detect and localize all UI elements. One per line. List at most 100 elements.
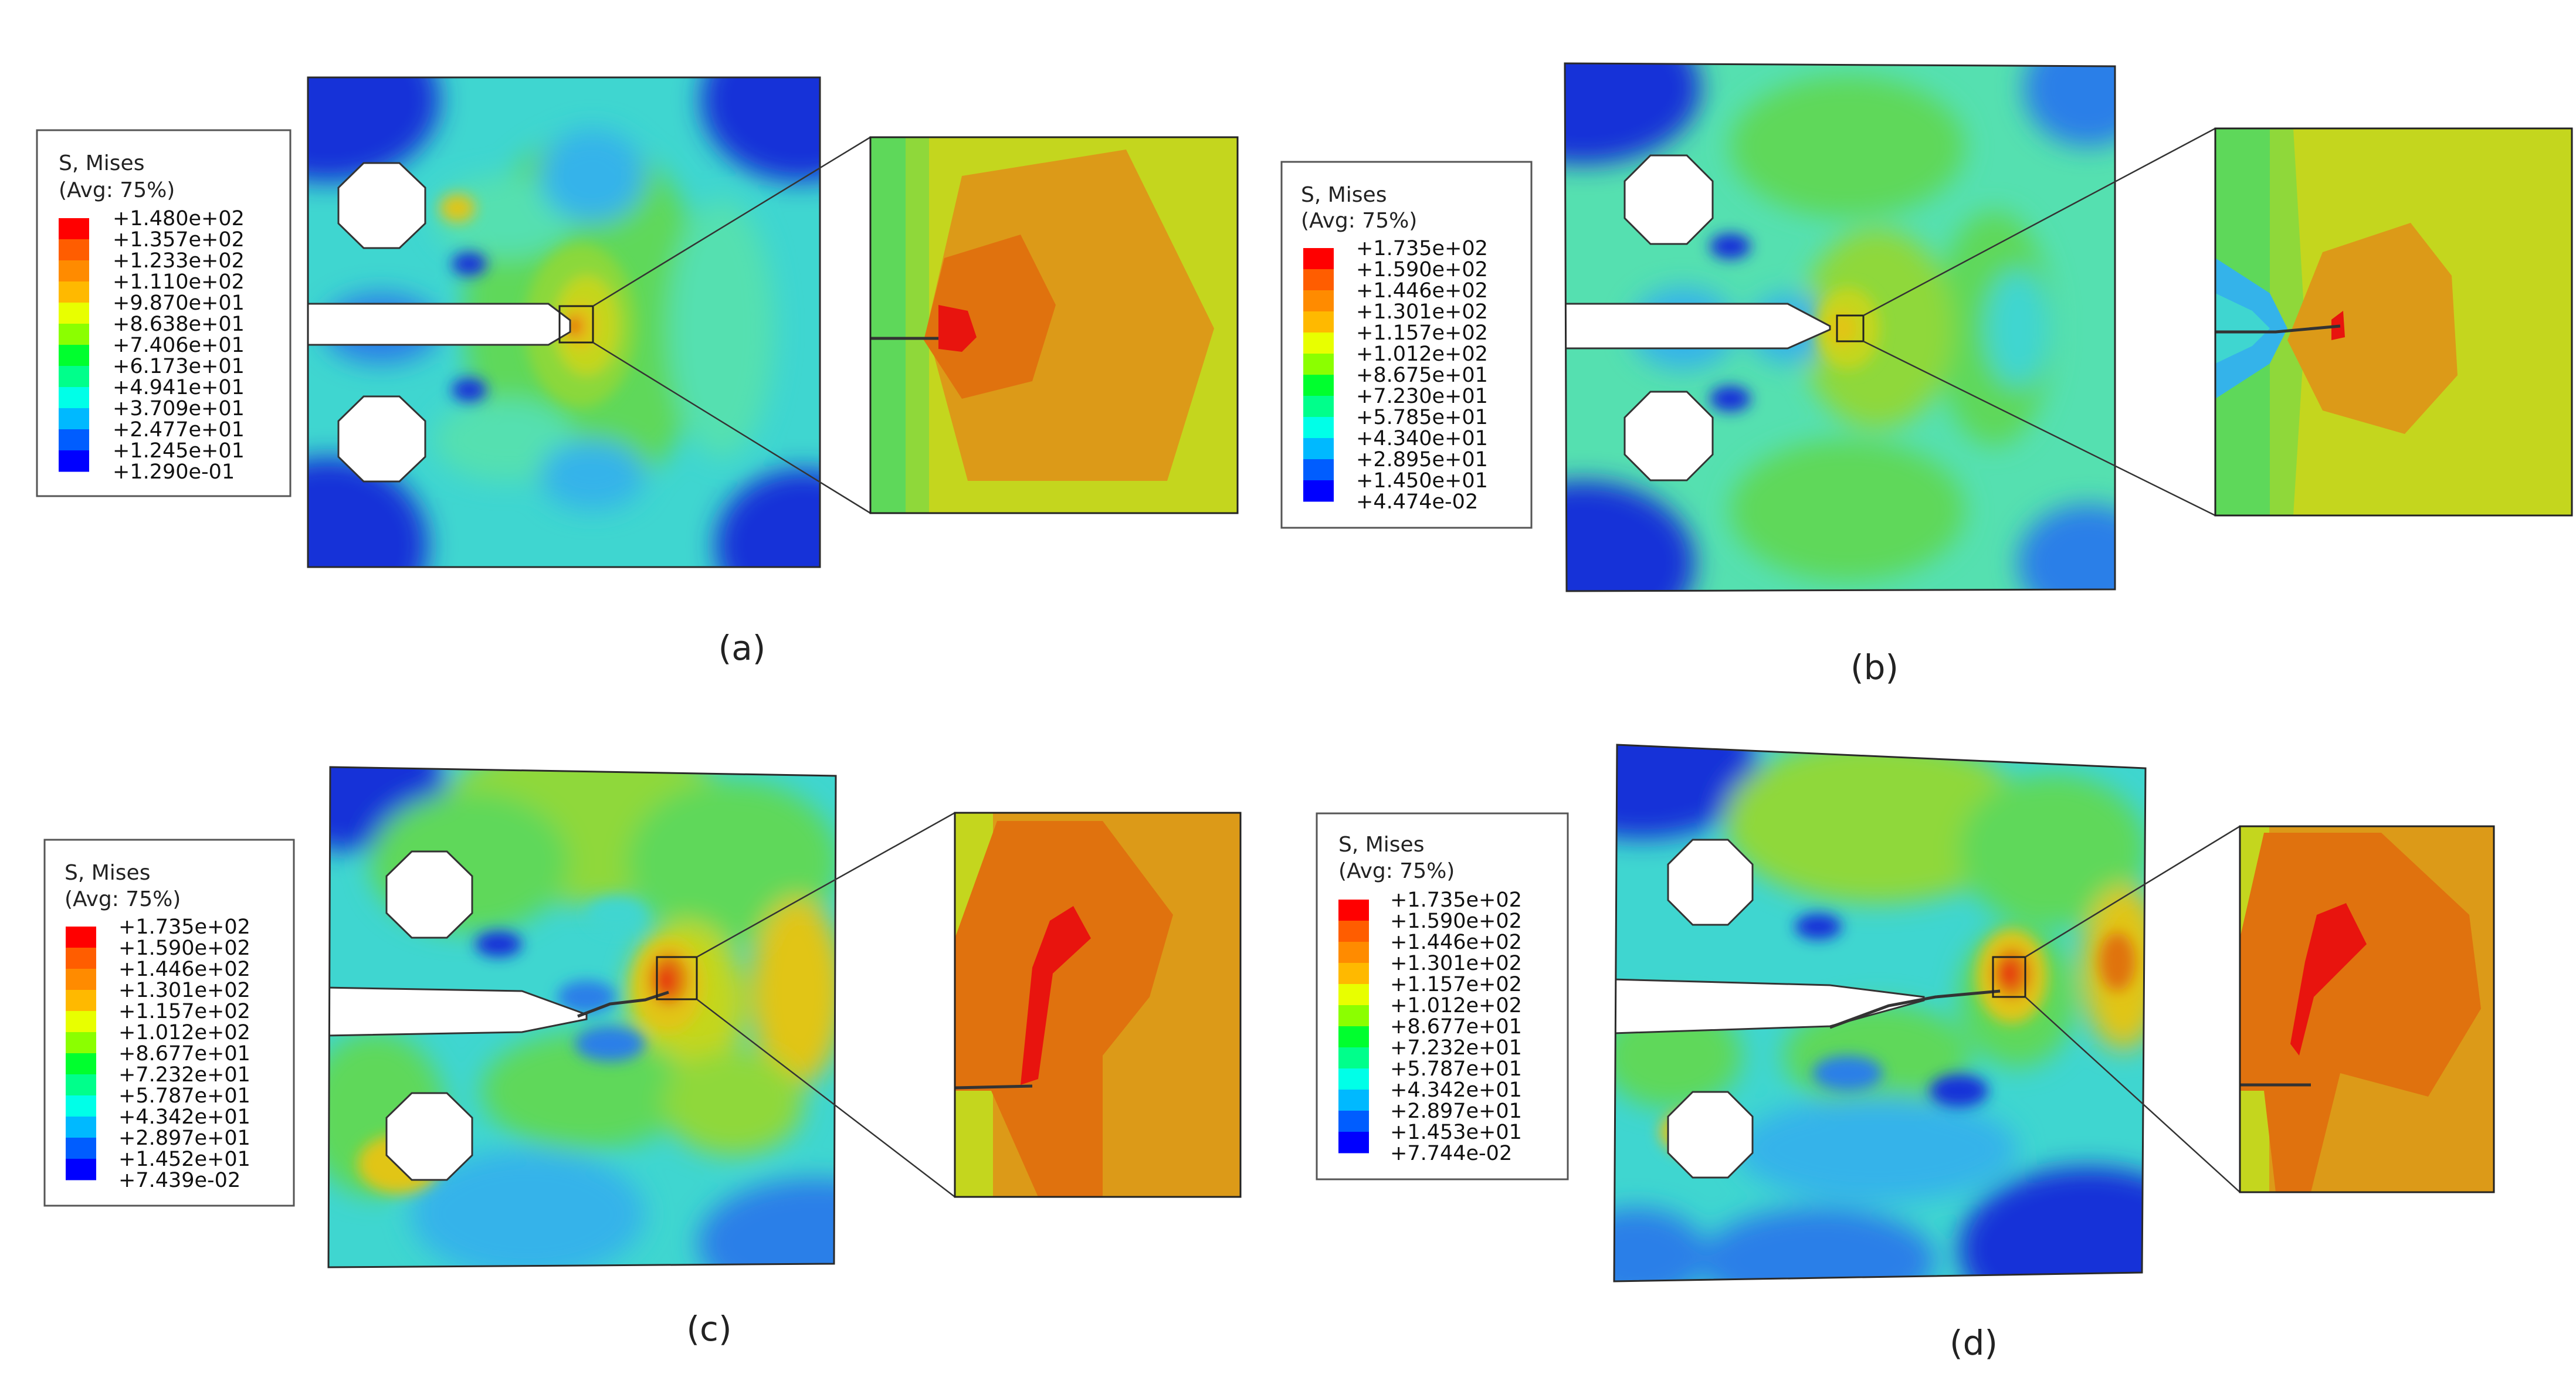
- color-swatch: [59, 366, 89, 388]
- zoom-frame: [2214, 127, 2573, 517]
- panel-c: S, Mises (Avg: 75%) +1.735e+02+1.590e+02…: [43, 766, 1242, 1349]
- legend-value: +7.744e-02: [1390, 1142, 1512, 1165]
- color-swatch: [66, 990, 96, 1012]
- color-swatch: [1338, 1047, 1369, 1069]
- hole-bottom: [337, 395, 426, 483]
- legend-value: +5.785e+01: [1356, 406, 1488, 429]
- caption-d: (d): [1950, 1323, 1998, 1363]
- notch: [1565, 303, 1831, 350]
- color-swatch: [1303, 459, 1334, 481]
- leader-line: [592, 136, 871, 307]
- hole-top: [385, 850, 473, 939]
- leader-line: [2025, 996, 2241, 1193]
- color-swatch: [1338, 1005, 1369, 1027]
- legend-value: +8.638e+01: [113, 313, 245, 336]
- legend-value: +1.590e+02: [1356, 258, 1488, 281]
- legend-a: S, Mises (Avg: 75%) +1.480e+02+1.357e+02…: [36, 129, 292, 497]
- leader-line: [1863, 340, 2216, 517]
- legend-subtitle: (Avg: 75%): [65, 887, 181, 911]
- color-swatch: [59, 303, 89, 324]
- hole-bottom: [385, 1092, 473, 1181]
- hole-top: [337, 162, 426, 249]
- legend-value: +7.439e-02: [118, 1169, 240, 1192]
- caption-b: (b): [1850, 647, 1899, 687]
- legend-value: +9.870e+01: [113, 291, 245, 315]
- zoom-frame: [869, 136, 1239, 514]
- legend-value: +1.012e+02: [1390, 994, 1522, 1017]
- zoom-view-a: [870, 137, 1238, 513]
- legend-c: S, Mises (Avg: 75%) +1.735e+02+1.590e+02…: [43, 839, 295, 1207]
- legend-value: +5.787e+01: [118, 1084, 250, 1108]
- panel-d: S, Mises (Avg: 75%) +1.735e+02+1.590e+02…: [1316, 744, 2495, 1363]
- color-swatch: [1338, 900, 1369, 921]
- leader-line: [696, 812, 955, 958]
- legend-value: +1.452e+01: [118, 1148, 250, 1171]
- legend-value: +4.941e+01: [113, 376, 245, 399]
- zoom-frame: [954, 812, 1242, 1198]
- color-swatch: [59, 239, 89, 261]
- color-swatch: [66, 969, 96, 990]
- specimen-a: [308, 77, 820, 567]
- zoom-view-d: [2240, 826, 2494, 1192]
- legend-value: +1.157e+02: [118, 1000, 250, 1023]
- crack: [2215, 324, 2341, 334]
- specimen-outline: [1564, 62, 2116, 592]
- specimen-outline: [327, 766, 837, 1268]
- color-swatch: [1338, 1111, 1369, 1132]
- legend-subtitle: (Avg: 75%): [1338, 859, 1455, 883]
- color-swatch: [59, 218, 89, 240]
- legend-subtitle: (Avg: 75%): [1301, 209, 1417, 233]
- color-scale: +1.480e+02+1.357e+02+1.233e+02+1.110e+02…: [59, 207, 245, 484]
- color-swatch: [66, 1074, 96, 1096]
- legend-value: +1.590e+02: [118, 937, 250, 960]
- zoom-frame: [2239, 825, 2495, 1193]
- legend-value: +8.675e+01: [1356, 364, 1488, 387]
- notch: [308, 303, 571, 346]
- color-scale: +1.735e+02+1.590e+02+1.446e+02+1.301e+02…: [1338, 888, 1522, 1165]
- legend-value: +1.012e+02: [118, 1021, 250, 1044]
- legend-b: S, Mises (Avg: 75%) +1.735e+02+1.590e+02…: [1280, 161, 1533, 529]
- zoom-view-c: [955, 813, 1240, 1197]
- color-swatch: [59, 281, 89, 303]
- legend-value: +7.230e+01: [1356, 385, 1488, 408]
- hole-bottom: [1667, 1091, 1754, 1179]
- legend-value: +7.232e+01: [1390, 1036, 1522, 1060]
- zoom-marker: [1992, 956, 2026, 998]
- legend-title: S, Mises: [59, 151, 144, 175]
- color-swatch: [1338, 942, 1369, 963]
- color-scale: +1.735e+02+1.590e+02+1.446e+02+1.301e+02…: [66, 915, 250, 1192]
- notch: [328, 986, 588, 1037]
- caption-a: (a): [718, 628, 766, 668]
- color-swatch: [1338, 1132, 1369, 1153]
- specimen-b: [1565, 63, 2115, 591]
- color-swatch: [1303, 311, 1334, 333]
- legend-value: +4.342e+01: [1390, 1078, 1522, 1102]
- color-swatch: [1338, 1090, 1369, 1111]
- hole-top: [1667, 839, 1754, 926]
- color-scale: +1.735e+02+1.590e+02+1.446e+02+1.301e+02…: [1303, 237, 1488, 514]
- color-swatch: [1338, 984, 1369, 1006]
- legend-d: S, Mises (Avg: 75%) +1.735e+02+1.590e+02…: [1316, 812, 1569, 1180]
- specimen-outline: [1613, 744, 2147, 1283]
- legend-value: +1.735e+02: [1356, 237, 1488, 260]
- legend-value: +4.474e-02: [1356, 490, 1478, 514]
- legend-value: +6.173e+01: [113, 355, 245, 378]
- specimen-d: [1614, 745, 2145, 1281]
- legend-value: +7.232e+01: [118, 1063, 250, 1087]
- legend-title: S, Mises: [1301, 183, 1387, 207]
- hole-bottom: [1623, 391, 1714, 481]
- legend-value: +1.301e+02: [1356, 300, 1488, 324]
- color-swatch: [59, 324, 89, 345]
- leader-line: [696, 999, 955, 1197]
- color-swatch: [1338, 921, 1369, 942]
- color-swatch: [59, 450, 89, 472]
- legend-value: +1.450e+01: [1356, 469, 1488, 493]
- legend-value: +4.340e+01: [1356, 427, 1488, 450]
- legend-value: +2.897e+01: [1390, 1100, 1522, 1123]
- color-swatch: [1303, 269, 1334, 291]
- color-swatch: [1303, 438, 1334, 460]
- legend-value: +1.110e+02: [113, 270, 245, 294]
- color-swatch: [1303, 480, 1334, 502]
- legend-value: +2.895e+01: [1356, 448, 1488, 471]
